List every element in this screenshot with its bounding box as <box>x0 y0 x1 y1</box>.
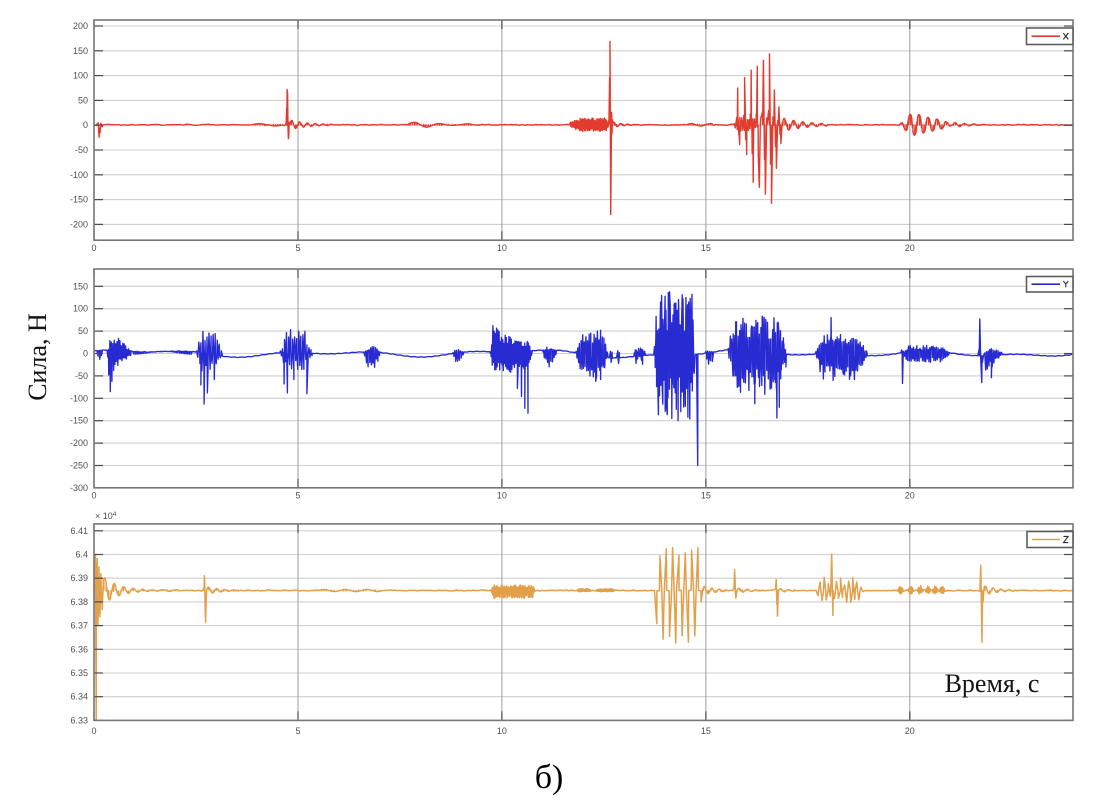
svg-text:50: 50 <box>78 95 88 105</box>
svg-text:150: 150 <box>73 46 88 56</box>
svg-text:15: 15 <box>701 726 711 736</box>
svg-text:5: 5 <box>295 491 300 501</box>
svg-text:10: 10 <box>497 491 507 501</box>
svg-text:10: 10 <box>497 243 507 253</box>
svg-text:6.39: 6.39 <box>70 573 88 583</box>
svg-text:6.33: 6.33 <box>70 715 88 725</box>
svg-text:15: 15 <box>701 243 711 253</box>
svg-text:-50: -50 <box>75 371 88 381</box>
svg-text:6.35: 6.35 <box>70 668 88 678</box>
svg-text:20: 20 <box>905 243 915 253</box>
svg-text:-150: -150 <box>70 416 88 426</box>
svg-text:-200: -200 <box>70 219 88 229</box>
svg-text:6.4: 6.4 <box>75 550 88 560</box>
svg-text:-50: -50 <box>75 145 88 155</box>
svg-text:10: 10 <box>497 726 507 736</box>
svg-text:6.37: 6.37 <box>70 621 88 631</box>
svg-text:-100: -100 <box>70 170 88 180</box>
svg-text:-150: -150 <box>70 195 88 205</box>
svg-text:20: 20 <box>905 491 915 501</box>
svg-text:6.41: 6.41 <box>70 526 88 536</box>
svg-text:-300: -300 <box>70 483 88 493</box>
svg-text:-100: -100 <box>70 393 88 403</box>
svg-text:5: 5 <box>295 243 300 253</box>
svg-text:150: 150 <box>73 281 88 291</box>
svg-text:20: 20 <box>905 726 915 736</box>
svg-text:50: 50 <box>78 326 88 336</box>
svg-text:6.36: 6.36 <box>70 644 88 654</box>
svg-text:200: 200 <box>73 21 88 31</box>
svg-text:-200: -200 <box>70 438 88 448</box>
svg-text:× 104: × 104 <box>95 511 117 521</box>
svg-text:б): б) <box>535 759 564 796</box>
svg-text:0: 0 <box>91 491 96 501</box>
svg-text:15: 15 <box>701 491 711 501</box>
svg-text:0: 0 <box>91 243 96 253</box>
svg-text:100: 100 <box>73 71 88 81</box>
svg-text:Время, с: Время, с <box>945 669 1040 698</box>
svg-text:0: 0 <box>83 349 88 359</box>
svg-text:6.38: 6.38 <box>70 597 88 607</box>
svg-text:-250: -250 <box>70 461 88 471</box>
svg-text:Сила, Н: Сила, Н <box>23 313 52 401</box>
svg-text:5: 5 <box>295 726 300 736</box>
svg-text:0: 0 <box>83 120 88 130</box>
svg-text:100: 100 <box>73 304 88 314</box>
svg-text:6.34: 6.34 <box>70 692 88 702</box>
svg-text:0: 0 <box>91 726 96 736</box>
